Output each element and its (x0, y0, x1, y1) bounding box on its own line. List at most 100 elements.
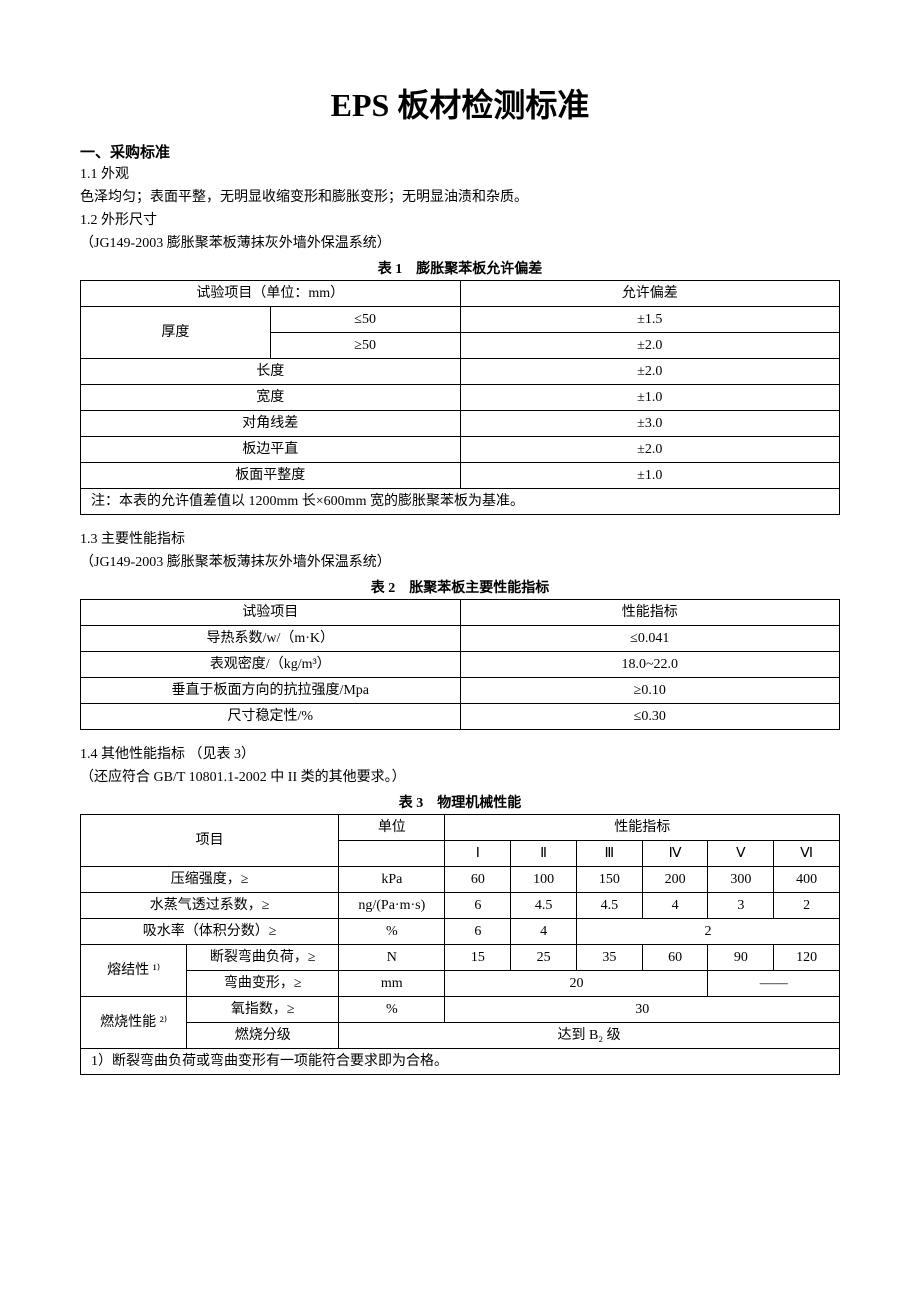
table-row: 宽度 ±1.0 (81, 385, 840, 411)
note-cell: 1）断裂弯曲负荷或弯曲变形有一项能符合要求即为合格。 (81, 1049, 840, 1075)
cell: ±1.5 (460, 307, 840, 333)
cell: 水蒸气透过系数，≥ (81, 893, 339, 919)
cell: 18.0~22.0 (460, 652, 840, 678)
cell: ≤0.30 (460, 704, 840, 730)
cell: 150 (576, 867, 642, 893)
cell: 60 (445, 867, 511, 893)
cell: 熔结性 ¹⁾ (81, 945, 187, 997)
cell: 300 (708, 867, 774, 893)
p1-3-ref: （JG149-2003 膨胀聚苯板薄抹灰外墙外保温系统） (80, 552, 840, 573)
cell: 弯曲变形，≥ (187, 971, 339, 997)
cell: 30 (445, 997, 840, 1023)
section-1-heading: 一、采购标准 (80, 141, 840, 162)
header-cell: 项目 (81, 815, 339, 867)
cell: ±2.0 (460, 359, 840, 385)
table-row: 熔结性 ¹⁾ 断裂弯曲负荷，≥ N 15 25 35 60 90 120 (81, 945, 840, 971)
cell: 氧指数，≥ (187, 997, 339, 1023)
cell: % (339, 997, 445, 1023)
table1-caption: 表 1 膨胀聚苯板允许偏差 (80, 258, 840, 278)
table-row: 水蒸气透过系数，≥ ng/(Pa·m·s) 6 4.5 4.5 4 3 2 (81, 893, 840, 919)
cell: ≤0.041 (460, 626, 840, 652)
cell: ng/(Pa·m·s) (339, 893, 445, 919)
p1-2-label: 1.2 外形尺寸 (80, 210, 840, 231)
cell: 断裂弯曲负荷，≥ (187, 945, 339, 971)
cell: 200 (642, 867, 708, 893)
cell: 吸水率（体积分数）≥ (81, 919, 339, 945)
cell: Ⅳ (642, 841, 708, 867)
cell: 燃烧分级 (187, 1023, 339, 1049)
table-row: 试验项目 性能指标 (81, 600, 840, 626)
cell: Ⅱ (511, 841, 577, 867)
cell: 导热系数/w/（m·K） (81, 626, 461, 652)
table-row: 长度 ±2.0 (81, 359, 840, 385)
cell: 厚度 (81, 307, 271, 359)
cell: 垂直于板面方向的抗拉强度/Mpa (81, 678, 461, 704)
table-3: 项目 单位 性能指标 Ⅰ Ⅱ Ⅲ Ⅳ Ⅴ Ⅵ 压缩强度，≥ kPa 60 100… (80, 814, 840, 1075)
header-cell: 性能指标 (460, 600, 840, 626)
cell: 4.5 (576, 893, 642, 919)
p1-2-ref: （JG149-2003 膨胀聚苯板薄抹灰外墙外保温系统） (80, 233, 840, 254)
p1-1-text: 色泽均匀；表面平整，无明显收缩变形和膨胀变形；无明显油渍和杂质。 (80, 187, 840, 208)
cell: 3 (708, 893, 774, 919)
cell: Ⅰ (445, 841, 511, 867)
table-1: 试验项目（单位：mm） 允许偏差 厚度 ≤50 ±1.5 ≥50 ±2.0 长度… (80, 280, 840, 515)
cell: 35 (576, 945, 642, 971)
header-cell: 单位 (339, 815, 445, 841)
table-row: 板边平直 ±2.0 (81, 437, 840, 463)
table-row: 厚度 ≤50 ±1.5 (81, 307, 840, 333)
header-cell: 试验项目 (81, 600, 461, 626)
table-row: 导热系数/w/（m·K） ≤0.041 (81, 626, 840, 652)
cell: 板面平整度 (81, 463, 461, 489)
cell: ≥50 (270, 333, 460, 359)
cell (339, 841, 445, 867)
cell: 60 (642, 945, 708, 971)
p1-4-label: 1.4 其他性能指标 （见表 3） (80, 744, 840, 765)
cell: ±3.0 (460, 411, 840, 437)
cell: 90 (708, 945, 774, 971)
cell: —— (708, 971, 840, 997)
cell: 表观密度/（kg/m³） (81, 652, 461, 678)
cell: 对角线差 (81, 411, 461, 437)
cell: 6 (445, 893, 511, 919)
table-row: 燃烧性能 ²⁾ 氧指数，≥ % 30 (81, 997, 840, 1023)
cell: 板边平直 (81, 437, 461, 463)
cell: 25 (511, 945, 577, 971)
cell: 6 (445, 919, 511, 945)
cell: Ⅴ (708, 841, 774, 867)
cell: 长度 (81, 359, 461, 385)
cell: 宽度 (81, 385, 461, 411)
table-row: 压缩强度，≥ kPa 60 100 150 200 300 400 (81, 867, 840, 893)
p1-1-label: 1.1 外观 (80, 164, 840, 185)
cell: ≤50 (270, 307, 460, 333)
cell: 120 (774, 945, 840, 971)
cell: 压缩强度，≥ (81, 867, 339, 893)
cell: ±2.0 (460, 333, 840, 359)
cell: 2 (774, 893, 840, 919)
table2-caption: 表 2 胀聚苯板主要性能指标 (80, 577, 840, 597)
cell: 达到 B₂ 级 (339, 1023, 840, 1049)
cell: 20 (445, 971, 708, 997)
table-row: 板面平整度 ±1.0 (81, 463, 840, 489)
cell: 4 (642, 893, 708, 919)
cell: Ⅲ (576, 841, 642, 867)
note-cell: 注：本表的允许值差值以 1200mm 长×600mm 宽的膨胀聚苯板为基准。 (81, 489, 840, 515)
cell: ≥0.10 (460, 678, 840, 704)
header-cell: 允许偏差 (460, 281, 840, 307)
table-row: 弯曲变形，≥ mm 20 —— (81, 971, 840, 997)
cell: 燃烧性能 ²⁾ (81, 997, 187, 1049)
cell: N (339, 945, 445, 971)
cell: 4 (511, 919, 577, 945)
table-row: 尺寸稳定性/% ≤0.30 (81, 704, 840, 730)
table-row: 试验项目（单位：mm） 允许偏差 (81, 281, 840, 307)
cell: 15 (445, 945, 511, 971)
cell: ±1.0 (460, 385, 840, 411)
cell: ±1.0 (460, 463, 840, 489)
cell: Ⅵ (774, 841, 840, 867)
table-row: 项目 单位 性能指标 (81, 815, 840, 841)
cell: 2 (576, 919, 839, 945)
cell: 4.5 (511, 893, 577, 919)
page-title: EPS 板材检测标准 (80, 80, 840, 126)
table-row: 垂直于板面方向的抗拉强度/Mpa ≥0.10 (81, 678, 840, 704)
cell: mm (339, 971, 445, 997)
cell: 400 (774, 867, 840, 893)
